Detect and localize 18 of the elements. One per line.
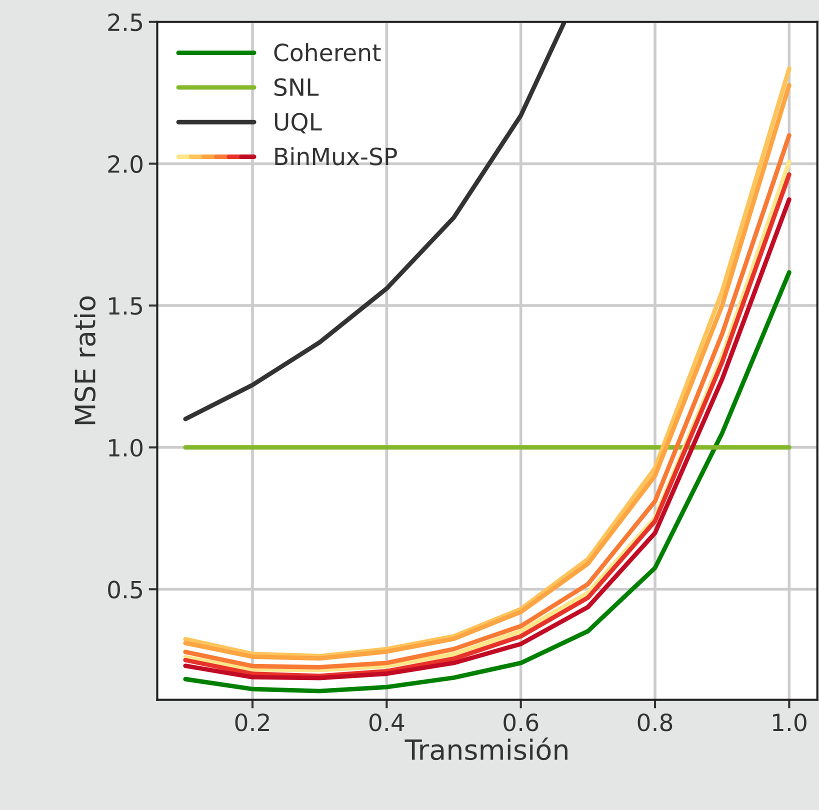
- y-tick-label: 0.5: [108, 580, 142, 599]
- x-tick-label: 0.2: [235, 713, 269, 732]
- x-axis-title: Transmisión: [404, 738, 568, 760]
- x-tick-label: 0.8: [638, 713, 672, 732]
- x-tick-label: 1.0: [773, 713, 806, 732]
- legend-label: Coherent: [274, 43, 381, 62]
- y-tick-label: 2.5: [108, 13, 142, 32]
- legend-label: UQL: [274, 112, 322, 134]
- line-series: [183, 270, 792, 694]
- y-tick-label: 1.5: [109, 297, 142, 315]
- x-tick-label: 0.6: [504, 713, 538, 732]
- x-tick-label: 0.4: [369, 713, 404, 732]
- y-tick-label: 1.0: [109, 438, 142, 457]
- line-series: [183, 22, 567, 422]
- legend-label: SNL: [274, 78, 319, 96]
- y-tick-label: 2.0: [108, 155, 142, 174]
- legend-label: BinMux-SP: [275, 147, 397, 166]
- y-axis-title: MSE ratio: [74, 296, 96, 424]
